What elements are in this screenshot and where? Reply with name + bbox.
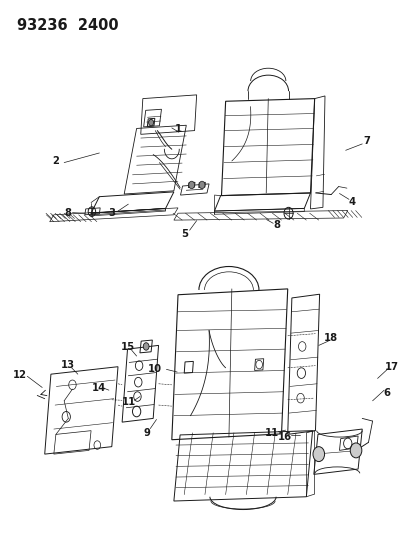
Circle shape [349, 443, 361, 458]
Text: 16: 16 [277, 432, 291, 441]
Circle shape [199, 181, 204, 189]
Circle shape [143, 343, 149, 350]
Text: 12: 12 [13, 370, 27, 380]
Text: 2: 2 [52, 156, 59, 166]
Text: 13: 13 [60, 360, 74, 370]
Text: 1: 1 [174, 124, 181, 134]
Text: 93236  2400: 93236 2400 [17, 18, 118, 33]
Text: 8: 8 [273, 221, 279, 230]
Text: 6: 6 [383, 388, 389, 398]
Text: 17: 17 [384, 362, 398, 372]
Text: 9: 9 [143, 428, 150, 438]
Circle shape [148, 119, 153, 126]
Text: 10: 10 [148, 365, 162, 374]
Text: 4: 4 [347, 197, 355, 207]
Text: 7: 7 [363, 136, 369, 146]
Text: 15: 15 [121, 342, 135, 352]
Text: 3: 3 [108, 208, 115, 217]
Text: 18: 18 [323, 333, 337, 343]
Text: 11: 11 [122, 397, 136, 407]
Circle shape [312, 447, 324, 462]
Circle shape [188, 181, 194, 189]
Text: 14: 14 [91, 383, 105, 393]
Text: 8: 8 [64, 208, 71, 217]
Text: 11: 11 [265, 429, 279, 438]
Text: 5: 5 [181, 229, 188, 239]
